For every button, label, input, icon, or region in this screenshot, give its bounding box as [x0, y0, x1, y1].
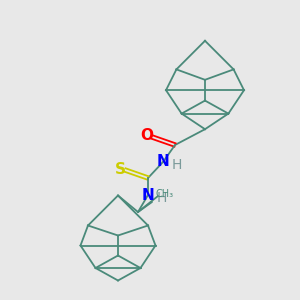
Text: H: H [157, 191, 167, 205]
Text: H: H [172, 158, 182, 172]
Text: S: S [115, 161, 125, 176]
Text: O: O [140, 128, 154, 143]
Text: CH₃: CH₃ [155, 189, 173, 199]
Text: N: N [142, 188, 154, 202]
Text: N: N [157, 154, 169, 169]
